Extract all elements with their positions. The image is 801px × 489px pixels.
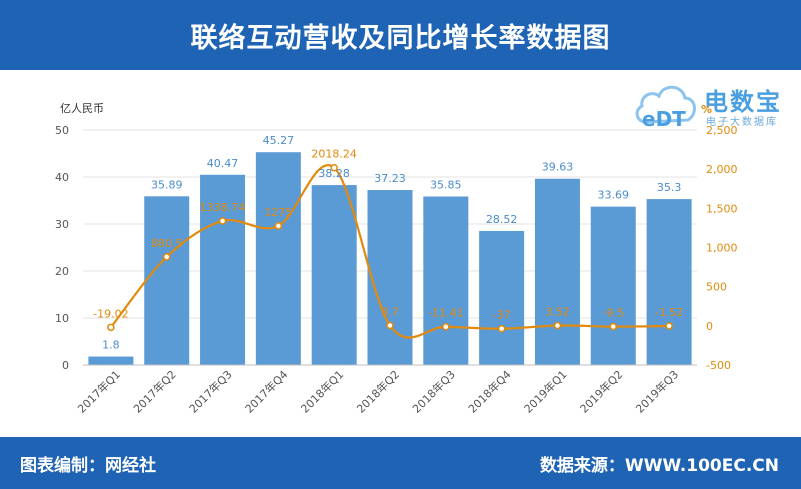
growth-value-label: -19.02 (93, 307, 128, 320)
growth-value-label: 3.52 (545, 306, 570, 319)
growth-value-label: -11.41 (428, 307, 463, 320)
bar-value-label: 35.3 (657, 181, 682, 194)
bar-value-label: 35.85 (430, 179, 462, 192)
data-labels: 1.8 35.89 40.47 45.27 38.28 37.23 35.85 28.52 39… (93, 134, 683, 351)
logo-subtitle: 电子大数据库 (706, 117, 778, 128)
x-tick-label: 2017年Q3 (186, 367, 235, 416)
revenue-chart: 1.8 35.89 40.47 45.27 38.28 37.23 35.85 28.52 39… (55, 102, 738, 416)
y-tick-label: 40 (55, 171, 69, 184)
header-bar: 联络互动营收及同比增长率数据图 (0, 0, 801, 70)
bar-value-label: 33.69 (598, 189, 630, 202)
bar (200, 174, 246, 365)
x-tick-label: 2018年Q3 (409, 367, 458, 416)
bar-value-label: 39.63 (542, 161, 574, 174)
bar (88, 356, 134, 365)
bar (367, 190, 413, 365)
logo-mark-text: eDT (642, 107, 686, 131)
growth-value-label: 1338.74 (200, 201, 246, 214)
y-tick-label: 0 (62, 359, 69, 372)
growth-point (386, 321, 394, 330)
growth-value-label: 3.7 (381, 306, 399, 319)
x-tick-label: 2017年Q4 (242, 367, 291, 416)
growth-point (665, 322, 673, 330)
growth-point (553, 321, 562, 330)
growth-point (497, 324, 506, 333)
x-tick-label: 2019年Q2 (577, 367, 626, 416)
bar-value-label: 35.89 (151, 178, 183, 191)
x-tick-label: 2017年Q1 (74, 367, 123, 416)
y-tick-label: 10 (55, 312, 69, 325)
footer-bar: 图表编制：网经社 数据来源：WWW.100EC.CN (0, 437, 801, 489)
growth-point (218, 217, 227, 225)
bar-value-label: 1.8 (102, 339, 120, 352)
logo: eDT 电数宝 电子大数据库 (632, 76, 797, 134)
growth-point (442, 322, 450, 331)
bar (423, 196, 469, 365)
line-series (107, 163, 673, 339)
footer-source: 数据来源：WWW.100EC.CN (539, 455, 779, 476)
y-right-tick-label: 500 (706, 281, 727, 294)
x-tick-label: 2017年Q2 (130, 367, 179, 416)
y-tick-label: 50 (55, 124, 69, 137)
y-right-tick-label: 2,000 (706, 163, 738, 176)
bar (534, 178, 580, 365)
growth-point (274, 222, 283, 230)
page-title: 联络互动营收及同比增长率数据图 (190, 22, 611, 54)
growth-point (609, 322, 618, 331)
bar (646, 199, 692, 365)
y-right-axis-title: % (701, 103, 712, 116)
x-tick-label: 2018年Q1 (298, 367, 347, 416)
y-right-tick-label: 1,000 (706, 242, 738, 255)
growth-value-label: -37 (493, 309, 511, 322)
logo-name: 电数宝 (704, 88, 782, 116)
growth-value-label: 1275 (264, 206, 292, 219)
y-right-tick-label: 2,500 (706, 124, 738, 137)
x-tick-label: 2019年Q1 (521, 367, 570, 416)
y-right-tick-label: 1,500 (706, 202, 738, 215)
y-right-tick-label: 0 (706, 320, 713, 333)
bar-value-label: 28.52 (486, 213, 518, 226)
bar (255, 152, 301, 365)
bar-series (88, 152, 692, 365)
x-tick-label: 2018年Q4 (465, 367, 514, 416)
bar (311, 185, 357, 365)
bar-value-label: 40.47 (207, 157, 239, 170)
cloud-logo-icon: eDT (635, 85, 696, 131)
y-right-tick-label: -500 (706, 359, 731, 372)
bar (590, 206, 636, 365)
y-tick-label: 30 (55, 218, 69, 231)
bar (479, 230, 525, 365)
growth-value-label: 880.5 (151, 237, 183, 250)
growth-value-label: -1.52 (655, 306, 683, 319)
x-tick-label: 2018年Q2 (354, 367, 403, 416)
growth-point (162, 253, 171, 261)
bar-value-label: 45.27 (263, 134, 295, 147)
growth-point (107, 323, 115, 332)
y-axis-title: 亿人民币 (60, 102, 104, 115)
growth-value-label: -9.5 (603, 307, 624, 320)
y-tick-label: 20 (55, 265, 69, 278)
x-tick-label: 2019年Q3 (633, 367, 682, 416)
bar-value-label: 38.28 (318, 167, 350, 180)
bar (144, 196, 190, 365)
growth-value-label: 2018.24 (311, 148, 357, 161)
footer-credit: 图表编制：网经社 (20, 455, 156, 476)
growth-point (330, 163, 338, 172)
bar-value-label: 37.23 (374, 172, 406, 185)
